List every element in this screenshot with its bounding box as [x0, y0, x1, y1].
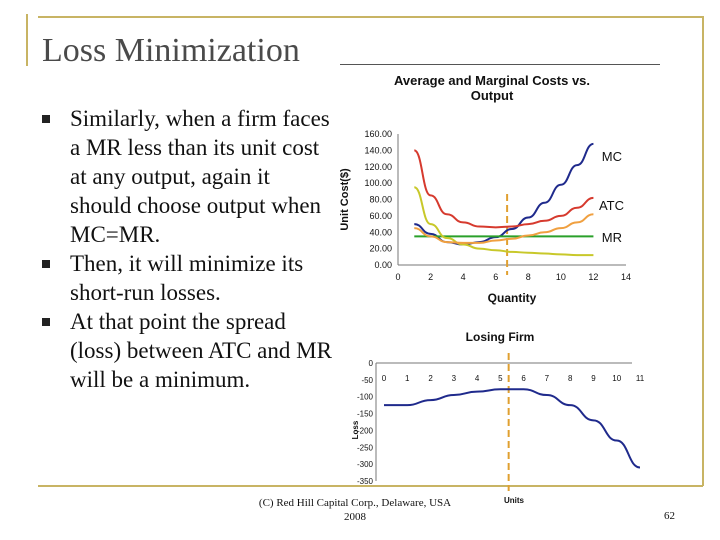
bullet-square-icon: [42, 260, 50, 268]
x-tick-label: 0: [382, 374, 387, 383]
bullet-text: Similarly, when a firm faces a MR less t…: [70, 106, 330, 247]
y-axis-label: Unit Cost($): [339, 168, 351, 231]
x-tick-label: 4: [475, 374, 480, 383]
footer-copyright: (C) Red Hill Capital Corp., Delaware, US…: [258, 497, 452, 509]
series-line-mc: [414, 142, 594, 246]
slide-title: Loss Minimization: [42, 32, 300, 69]
x-axis-label: Units: [504, 496, 525, 505]
x-tick-label: 1: [405, 374, 410, 383]
x-tick-label: 5: [498, 374, 503, 383]
series-line-loss: [384, 388, 641, 469]
y-tick-label: 0: [369, 359, 374, 368]
frame-right-line: [702, 16, 704, 486]
footer: (C) Red Hill Capital Corp., Delaware, US…: [250, 496, 460, 524]
atc-label: ATC: [599, 198, 624, 213]
series-line-unlabeled: [413, 186, 594, 257]
bullet-list: Similarly, when a firm faces a MR less t…: [42, 104, 332, 394]
series-line-atc: [413, 149, 594, 229]
x-tick-label: 4: [461, 272, 466, 282]
frame-bottom-line: [38, 485, 703, 487]
y-tick-label: 60.00: [369, 211, 392, 221]
x-tick-label: 14: [621, 272, 631, 282]
y-tick-label: 80.00: [369, 195, 392, 205]
y-tick-label: -250: [357, 443, 374, 452]
x-tick-label: 2: [428, 272, 433, 282]
y-tick-label: -100: [357, 393, 374, 402]
x-tick-label: 10: [612, 374, 621, 383]
page-number: 62: [664, 510, 675, 522]
y-tick-label: 120.00: [364, 162, 392, 172]
x-tick-label: 11: [636, 374, 645, 383]
bullet-text: Then, it will minimize its short-run los…: [70, 251, 304, 305]
bullet-text: At that point the spread (loss) between …: [70, 309, 332, 392]
footer-year: 2008: [344, 511, 366, 523]
x-tick-label: 9: [591, 374, 596, 383]
y-tick-label: -300: [357, 460, 374, 469]
x-tick-label: 12: [588, 272, 598, 282]
frame-left-line: [26, 14, 28, 66]
loss-chart: Losing Firm 0 -50 -100 -150 -200 -250 -300 -350 0…: [351, 330, 645, 505]
series-line-unlabeled: [414, 213, 594, 244]
chart-title: Losing Firm: [466, 330, 535, 344]
y-tick-label: -50: [361, 376, 373, 385]
title-rule: [340, 64, 660, 65]
mc-label: MC: [602, 149, 622, 164]
x-tick-label: 6: [493, 272, 498, 282]
y-tick-label: -350: [357, 477, 374, 486]
y-axis-label: Loss: [351, 420, 360, 439]
mr-label: MR: [602, 230, 622, 245]
x-tick-label: 6: [521, 374, 526, 383]
chart-title: Average and Marginal Costs vs. Output: [394, 73, 590, 103]
bullet-square-icon: [42, 318, 50, 326]
x-axis-label: Quantity: [488, 291, 537, 305]
y-tick-label: 20.00: [369, 244, 392, 254]
x-tick-label: 3: [452, 374, 457, 383]
bullet-item: Then, it will minimize its short-run los…: [42, 249, 332, 307]
x-tick-label: 8: [568, 374, 573, 383]
y-tick-label: 160.00: [364, 129, 392, 139]
x-tick-label: 8: [526, 272, 531, 282]
frame-top-line: [38, 16, 703, 18]
x-tick-label: 10: [556, 272, 566, 282]
y-tick-label: 100.00: [364, 178, 392, 188]
x-tick-label: 2: [428, 374, 433, 383]
bullet-item: At that point the spread (loss) between …: [42, 307, 332, 394]
x-tick-label: 7: [545, 374, 550, 383]
y-tick-label: 140.00: [364, 145, 392, 155]
x-tick-label: 0: [395, 272, 400, 282]
bullet-square-icon: [42, 115, 50, 123]
y-tick-label: 40.00: [369, 227, 392, 237]
y-tick-label: 0.00: [374, 260, 392, 270]
y-tick-label: -200: [357, 426, 374, 435]
bullet-item: Similarly, when a firm faces a MR less t…: [42, 104, 332, 249]
cost-chart: Average and Marginal Costs vs. Output 0.00…: [339, 73, 631, 305]
y-tick-label: -150: [357, 410, 374, 419]
